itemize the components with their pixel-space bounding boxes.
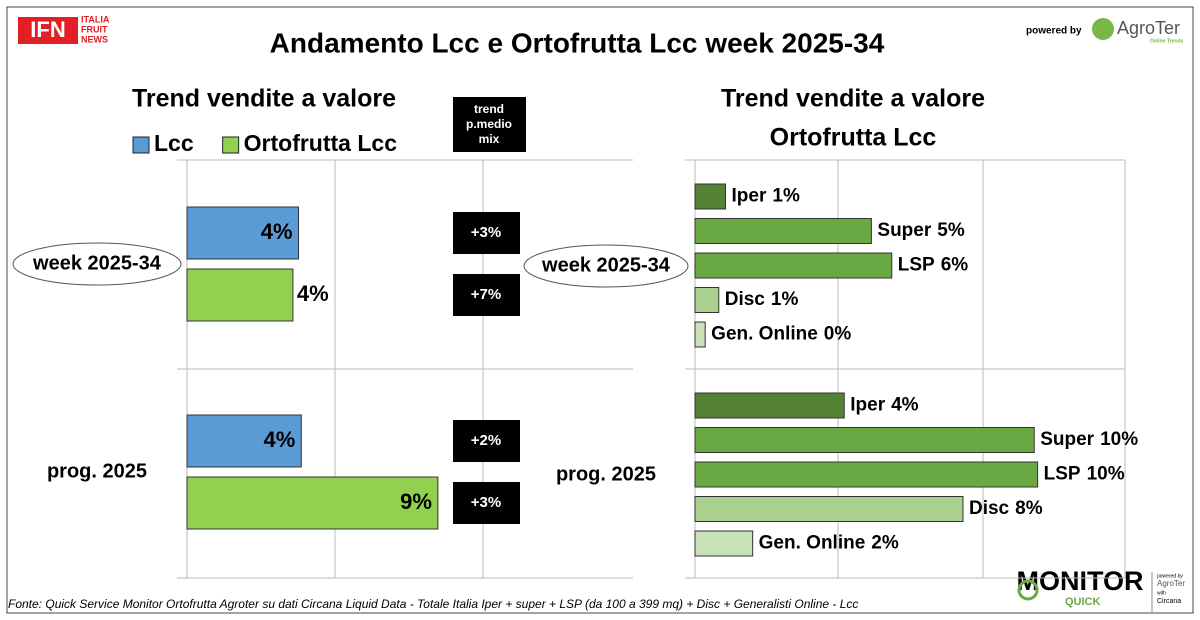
- bar-label: Disc 1%: [725, 289, 799, 310]
- series-name: LSP: [1044, 464, 1081, 485]
- trend-box: [453, 274, 520, 316]
- legend-swatch: [132, 136, 150, 154]
- value-label: 5%: [937, 220, 965, 241]
- category-label: week 2025-34: [32, 252, 162, 274]
- bar-label: Super 5%: [877, 220, 964, 241]
- category-label: prog. 2025: [556, 463, 656, 485]
- trend-label: +2%: [471, 432, 501, 449]
- value-label: 10%: [1100, 429, 1138, 450]
- agroter-sub: Online Trends: [1150, 38, 1184, 44]
- value-label: 6%: [941, 255, 969, 276]
- series-name: Iper: [732, 186, 767, 207]
- trend-box: [453, 420, 520, 462]
- category-label: prog. 2025: [47, 460, 147, 482]
- value-label: 4%: [263, 427, 295, 452]
- value-label: 2%: [871, 533, 899, 554]
- trend-label: +3%: [471, 494, 501, 511]
- chart-title: Trend vendite a valore: [132, 85, 396, 113]
- bar: [186, 206, 299, 260]
- powered-by: powered by: [1026, 26, 1082, 37]
- bar-label: Disc 8%: [969, 498, 1043, 519]
- series-name: LSP: [898, 255, 935, 276]
- agroter-icon: [1092, 18, 1114, 40]
- bar: [694, 427, 1035, 453]
- legend-label: Ortofrutta Lcc: [244, 130, 398, 156]
- bar: [694, 321, 706, 348]
- bar: [694, 496, 964, 522]
- bar: [186, 414, 302, 468]
- bar: [694, 218, 872, 244]
- bar: [694, 252, 893, 279]
- series-name: Super: [877, 220, 931, 241]
- bar: [694, 530, 754, 557]
- main-title: Andamento Lcc e Ortofrutta Lcc week 2025…: [270, 27, 885, 58]
- ifn-sub: FRUIT: [81, 24, 108, 34]
- bar-label: Iper 1%: [732, 186, 800, 207]
- ifn-sub: NEWS: [81, 34, 108, 44]
- ifn-sub: ITALIA: [81, 14, 110, 24]
- value-label: 4%: [297, 281, 329, 306]
- series-name: Super: [1040, 429, 1094, 450]
- source: Fonte: Quick Service Monitor Ortofrutta …: [8, 597, 858, 611]
- value-label: 9%: [400, 489, 432, 514]
- series-name: Disc: [969, 498, 1010, 519]
- bar-label: Iper 4%: [850, 395, 918, 416]
- value-label: 8%: [1015, 498, 1043, 519]
- bar: [694, 461, 1039, 488]
- bar: [186, 476, 439, 530]
- category-ellipse: [12, 242, 182, 286]
- quick-logo: QUICK: [1065, 596, 1101, 608]
- category-ellipse: [523, 244, 689, 288]
- bar-label: Gen. Online 0%: [711, 324, 851, 345]
- monitor-with: with: [1157, 590, 1166, 596]
- bar-label: Gen. Online 2%: [759, 533, 899, 554]
- series-name: Disc: [725, 289, 766, 310]
- bar-label: LSP 10%: [1044, 464, 1125, 485]
- bar: [694, 287, 720, 313]
- chart-title: Trend vendite a valore: [721, 85, 985, 113]
- bar: [694, 392, 845, 419]
- bar-label: LSP 6%: [898, 255, 969, 276]
- bar-label: Super 10%: [1040, 429, 1138, 450]
- value-label: 1%: [771, 289, 799, 310]
- agroter-logo: AgroTer: [1117, 18, 1180, 38]
- bar: [694, 183, 727, 210]
- series-name: Iper: [850, 395, 885, 416]
- category-label: week 2025-34: [541, 254, 671, 276]
- trend-label: +3%: [471, 224, 501, 241]
- ifn-logo-box: [18, 17, 78, 44]
- monitor-icon: [1017, 579, 1039, 601]
- trend-header: p.medio: [466, 117, 512, 131]
- monitor-powered: powered by: [1157, 573, 1183, 579]
- trend-header-box: [453, 97, 526, 152]
- trend-label: +7%: [471, 286, 501, 303]
- legend-swatch: [222, 136, 240, 154]
- monitor-agroter: AgroTer: [1157, 579, 1185, 588]
- value-label: 10%: [1087, 464, 1125, 485]
- trend-box: [453, 212, 520, 254]
- trend-box: [453, 482, 520, 524]
- legend-label: Lcc: [154, 130, 194, 156]
- trend-header: trend: [474, 102, 504, 116]
- value-label: 0%: [824, 324, 852, 345]
- value-label: 4%: [891, 395, 919, 416]
- chart-subtitle: Ortofrutta Lcc: [770, 124, 937, 152]
- series-name: Gen. Online: [759, 533, 866, 554]
- ifn-logo: IFN: [30, 17, 65, 42]
- value-label: 1%: [772, 186, 800, 207]
- monitor-circana: Circana: [1157, 598, 1181, 605]
- frame: [6, 6, 1194, 614]
- bar: [186, 268, 294, 322]
- series-name: Gen. Online: [711, 324, 818, 345]
- value-label: 4%: [261, 219, 293, 244]
- trend-header: mix: [479, 132, 500, 146]
